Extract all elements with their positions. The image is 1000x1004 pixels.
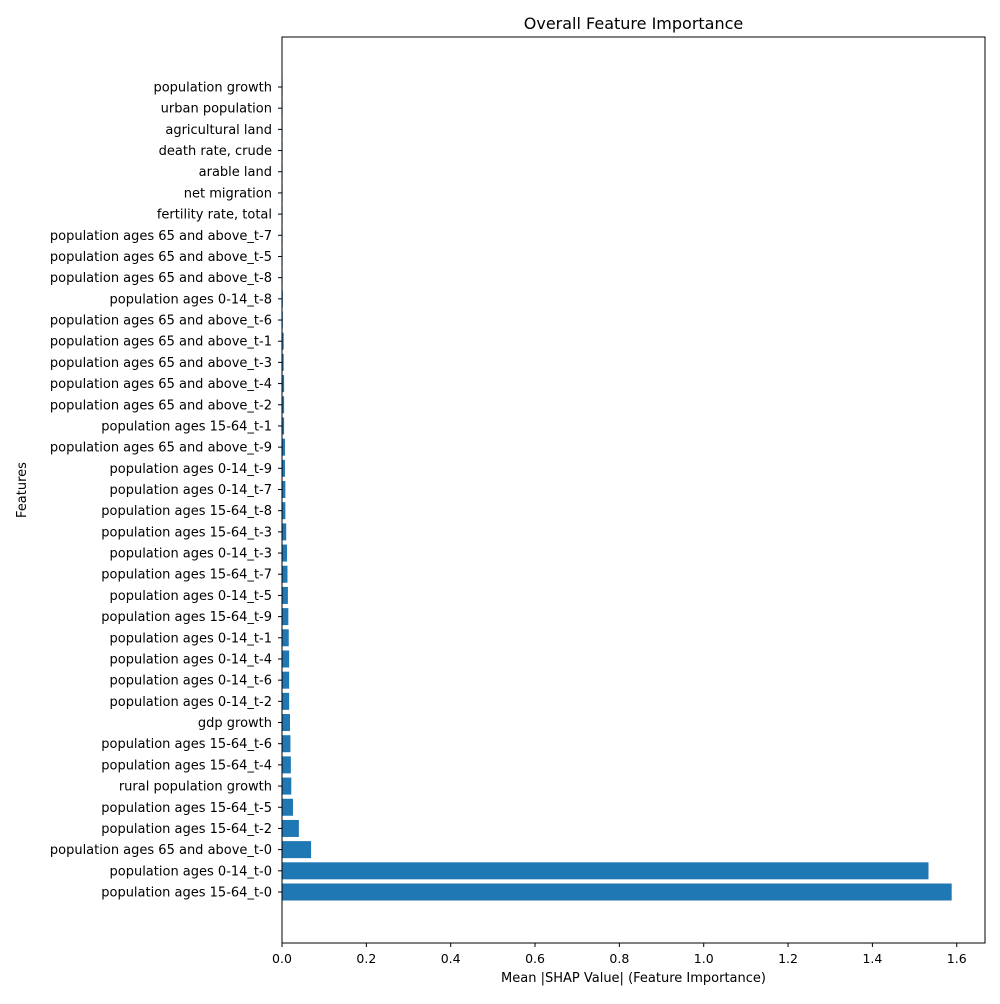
chart-title: Overall Feature Importance (524, 14, 744, 33)
x-tick-label: 1.2 (778, 951, 798, 966)
category-label: population ages 0-14_t-5 (110, 589, 273, 604)
x-tick-label: 1.6 (947, 951, 967, 966)
x-tick-label: 0.4 (441, 951, 461, 966)
category-label: rural population growth (119, 780, 272, 795)
x-tick-label: 0.6 (525, 951, 545, 966)
x-tick-label: 0.8 (609, 951, 629, 966)
category-label: population ages 65 and above_t-2 (50, 398, 272, 413)
x-axis-ticks: 0.0 0.2 0.4 0.6 0.8 1.0 1.2 1.4 1.6 (272, 943, 967, 966)
category-label: population ages 15-64_t-3 (101, 525, 272, 540)
bar (282, 438, 285, 456)
category-label: population ages 65 and above_t-3 (50, 356, 272, 371)
bar (282, 417, 285, 435)
x-axis-label: Mean |SHAP Value| (Feature Importance) (501, 971, 766, 986)
bar (282, 502, 286, 520)
x-tick-label: 0.0 (272, 951, 292, 966)
category-label: population growth (153, 81, 272, 96)
bar (282, 629, 289, 647)
category-label: population ages 15-64_t-6 (101, 737, 272, 752)
category-label: agricultural land (165, 123, 272, 138)
category-label: gdp growth (198, 716, 272, 731)
category-label: population ages 0-14_t-2 (110, 695, 273, 710)
category-label: population ages 0-14_t-8 (110, 292, 273, 307)
category-label: population ages 65 and above_t-4 (50, 377, 272, 392)
bar (282, 459, 285, 477)
category-label: population ages 0-14_t-1 (110, 631, 273, 646)
bar (282, 586, 288, 604)
category-label: urban population (161, 102, 272, 117)
category-label: population ages 65 and above_t-9 (50, 441, 272, 456)
category-label: population ages 15-64_t-0 (101, 886, 272, 901)
bar (282, 819, 299, 837)
bar (282, 841, 312, 859)
bar (282, 544, 288, 562)
category-label: population ages 65 and above_t-5 (50, 250, 272, 265)
category-label: fertility rate, total (157, 208, 272, 223)
bar (282, 862, 929, 880)
bar (282, 798, 293, 816)
category-label: population ages 0-14_t-9 (110, 462, 273, 477)
category-labels: population ages 15-64_t-0 population ages… (50, 81, 282, 901)
bar (282, 777, 292, 795)
bars-layer (282, 78, 952, 901)
category-label: population ages 15-64_t-8 (101, 504, 272, 519)
category-label: population ages 15-64_t-2 (101, 822, 272, 837)
category-label: death rate, crude (159, 144, 272, 159)
bar (282, 650, 290, 668)
bar (282, 481, 286, 498)
bar (282, 332, 284, 350)
category-label: population ages 0-14_t-4 (110, 652, 273, 667)
category-label: population ages 15-64_t-5 (101, 801, 272, 816)
bar (282, 396, 285, 414)
bar (282, 756, 291, 774)
category-label: population ages 65 and above_t-6 (50, 314, 272, 329)
bar (282, 692, 290, 710)
category-label: population ages 0-14_t-6 (110, 674, 273, 689)
category-label: population ages 0-14_t-7 (110, 483, 273, 498)
bar (282, 523, 287, 541)
x-tick-label: 0.2 (356, 951, 376, 966)
y-axis-label: Features (15, 462, 30, 518)
category-label: population ages 65 and above_t-0 (50, 843, 272, 858)
category-label: population ages 15-64_t-4 (101, 758, 272, 773)
x-tick-label: 1.4 (862, 951, 882, 966)
category-label: population ages 15-64_t-1 (101, 419, 272, 434)
bar (282, 714, 291, 732)
category-label: net migration (184, 186, 272, 201)
category-label: population ages 0-14_t-3 (110, 547, 273, 562)
category-label: population ages 15-64_t-7 (101, 568, 272, 583)
bar (282, 883, 952, 901)
plot-frame (281, 36, 986, 944)
category-label: population ages 0-14_t-0 (110, 864, 273, 879)
x-tick-label: 1.0 (694, 951, 714, 966)
bar (282, 375, 285, 393)
bar (282, 671, 290, 689)
category-label: arable land (199, 165, 272, 180)
category-label: population ages 65 and above_t-7 (50, 229, 272, 244)
category-label: population ages 15-64_t-9 (101, 610, 272, 625)
bar (282, 735, 291, 753)
category-label: population ages 65 and above_t-1 (50, 335, 272, 350)
bar (282, 608, 289, 626)
category-label: population ages 65 and above_t-8 (50, 271, 272, 286)
bar (282, 565, 288, 583)
bar (282, 353, 284, 371)
